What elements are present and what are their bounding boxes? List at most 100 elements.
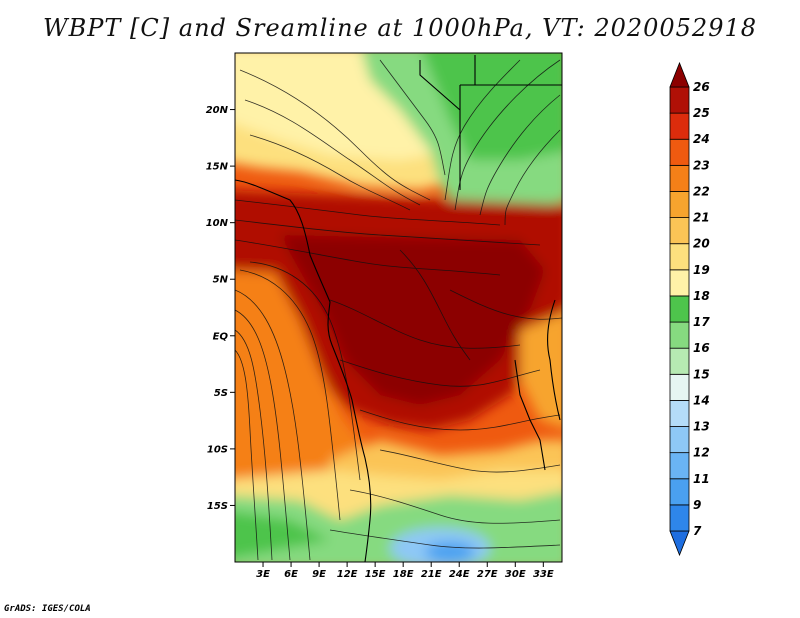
colorbar-swatch [669, 112, 690, 140]
streamline [479, 94, 561, 216]
lon-tick-label: 9E [312, 569, 326, 580]
colorbar-label: 15 [693, 367, 710, 381]
colorbar-label: 14 [693, 393, 710, 407]
streamline [235, 289, 311, 561]
streamline [349, 489, 561, 524]
lat-tick-label: 10S [207, 444, 228, 455]
lat-tick-label: 20N [206, 105, 229, 116]
streamline [449, 289, 562, 320]
streamline [249, 261, 361, 481]
streamline [235, 309, 291, 561]
streamline [329, 299, 521, 349]
colorbar-swatch [669, 269, 690, 297]
streamline [329, 529, 561, 549]
colorbar-label: 12 [693, 446, 710, 460]
lat-tick-label: 15S [207, 501, 228, 512]
colorbar-label: 21 [693, 211, 710, 225]
longitude-axis: 3E 6E 9E 12E 15E 18E 21E 24E 27E 30E 33E [256, 562, 554, 580]
lat-tick-label: EQ [213, 331, 229, 342]
colorbar-swatch [669, 400, 690, 427]
colorbar-label: 13 [693, 420, 710, 434]
streamline [244, 99, 421, 206]
streamline [235, 239, 501, 276]
shade-ocean-orange [235, 270, 370, 510]
streamline [239, 69, 431, 201]
streamline [249, 134, 411, 211]
colorbar-label: 23 [693, 158, 710, 172]
colorbar-swatch [669, 86, 690, 114]
coastline-east [546, 299, 561, 421]
colorbar-swatch [669, 191, 690, 218]
coastlines [235, 55, 562, 562]
wbpt-shading [235, 53, 562, 562]
lon-tick-label: 30E [505, 569, 526, 580]
lon-tick-label: 6E [284, 569, 298, 580]
colorbar-label: 22 [693, 184, 710, 198]
lon-tick-label: 3E [256, 569, 270, 580]
streamline [359, 409, 561, 431]
streamline [235, 329, 273, 561]
border-line [419, 60, 461, 111]
colorbar-swatch [669, 217, 690, 245]
lon-tick-label: 33E [533, 569, 554, 580]
shade-sw-darkgreen [235, 511, 330, 559]
streamline [235, 199, 501, 226]
coastline-west [235, 179, 372, 562]
latitude-axis: 20N 15N 10N 5N EQ 5S 10S 15S [206, 105, 235, 512]
colorbar-label: 17 [693, 315, 710, 329]
colorbar-swatch [669, 504, 690, 532]
map-title: WBPT [C] and Sreamline at 1000hPa, VT: 2… [42, 14, 758, 42]
lon-tick-label: 24E [449, 569, 470, 580]
colorbar-swatch [669, 373, 690, 401]
colorbar-label: 16 [693, 341, 710, 355]
streamline [235, 219, 541, 246]
colorbar-label: 9 [693, 498, 701, 512]
colorbar-label: 18 [693, 289, 710, 303]
colorbar-label: 7 [693, 524, 702, 538]
colorbar-swatch [669, 295, 690, 323]
lon-tick-label: 27E [477, 569, 498, 580]
streamline [379, 449, 561, 473]
colorbar-swatch [669, 321, 690, 349]
colorbar-swatch [669, 347, 690, 375]
colorbar-swatch [669, 452, 690, 480]
streamlines [235, 59, 562, 561]
colorbar-label: 25 [693, 106, 710, 120]
colorbar-swatch [669, 243, 690, 271]
streamline [239, 269, 341, 521]
lat-tick-label: 10N [206, 218, 229, 229]
streamline [399, 249, 471, 361]
streamline [379, 59, 446, 176]
colorbar-swatch [669, 164, 690, 192]
colorbar-label: 24 [693, 132, 710, 146]
shade-east-orange [520, 313, 562, 428]
colorbar-swatch [669, 138, 690, 166]
colorbar-swatch [669, 478, 690, 506]
map-frame [234, 52, 563, 563]
lon-tick-label: 21E [421, 569, 442, 580]
colorbar: 7 9 11 12 13 14 15 16 17 18 19 20 21 22 23 24 25 26 [669, 61, 710, 557]
lat-tick-label: 5S [214, 388, 228, 399]
colorbar-swatch [669, 61, 690, 88]
streamline [235, 349, 259, 561]
colorbar-swatch [669, 426, 690, 454]
lon-tick-label: 15E [365, 569, 386, 580]
streamline [444, 59, 521, 201]
lat-tick-label: 5N [213, 275, 229, 286]
colorbar-label: 20 [693, 237, 710, 251]
colorbar-label: 26 [693, 80, 710, 94]
colorbar-label: 11 [693, 472, 710, 486]
streamline [504, 129, 561, 226]
lon-tick-label: 12E [337, 569, 358, 580]
grads-credit: GrADS: IGES/COLA [4, 604, 91, 614]
lon-tick-label: 18E [393, 569, 414, 580]
shade-cool-core [425, 542, 475, 562]
shade-hottest-core [280, 235, 545, 405]
colorbar-label: 19 [693, 263, 710, 277]
lat-tick-label: 15N [206, 162, 229, 173]
colorbar-swatch [669, 530, 690, 557]
shade-ne-darkgreen [423, 53, 562, 160]
rift-lakes [514, 359, 546, 471]
streamline [454, 59, 561, 211]
